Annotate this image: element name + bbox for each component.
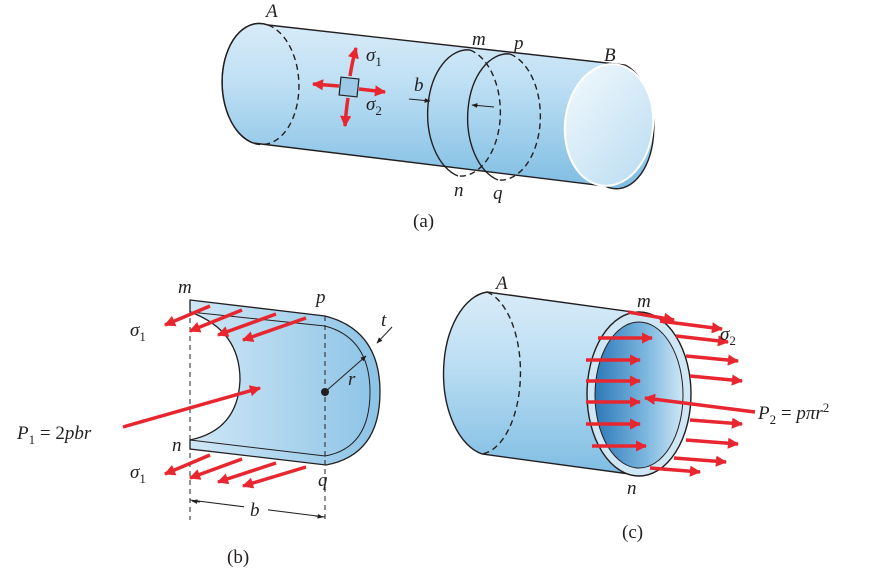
half-shell	[189, 299, 381, 466]
cylinder-a-left-end	[221, 22, 269, 144]
label-c-m: m	[637, 291, 651, 312]
panel-a: A B m p n q b σ1 σ2 (a)	[221, 1, 655, 232]
label-c-A: A	[494, 273, 508, 294]
label-a-p: p	[512, 33, 524, 54]
label-b-q: q	[318, 470, 328, 491]
caption-c: (c)	[622, 522, 643, 543]
panel-c: A m n σ2 P2 = pπr2 (c)	[442, 273, 829, 543]
label-a-B: B	[604, 45, 616, 66]
cylinder-a-right-end	[563, 63, 655, 187]
label-b-sigma1-top: σ1	[130, 320, 146, 344]
label-b-sigma1-bottom: σ1	[130, 462, 146, 486]
panel-b: m p n q t r b σ1 σ1 P1 = 2pbr (b)	[16, 277, 393, 568]
label-b-p: p	[314, 287, 326, 308]
label-b-r: r	[348, 369, 356, 390]
caption-a: (a)	[413, 211, 434, 232]
label-a-sigma2: σ2	[366, 94, 382, 118]
label-c-P2: P2 = pπr2	[757, 400, 829, 427]
label-c-n: n	[627, 478, 637, 499]
label-b-P1: P1 = 2pbr	[16, 423, 92, 447]
label-a-sigma1: σ1	[366, 45, 382, 69]
stress-element	[338, 76, 360, 98]
label-a-A: A	[264, 1, 278, 22]
label-c-sigma2: σ2	[720, 324, 736, 348]
label-a-m: m	[472, 29, 486, 50]
label-a-q: q	[493, 183, 503, 204]
label-b-t: t	[381, 310, 387, 331]
label-a-b: b	[414, 75, 424, 96]
caption-b: (b)	[227, 547, 249, 568]
label-b-m: m	[178, 277, 192, 298]
label-a-n: n	[454, 180, 464, 201]
label-b-n: n	[172, 435, 182, 456]
label-b-b: b	[250, 500, 260, 521]
